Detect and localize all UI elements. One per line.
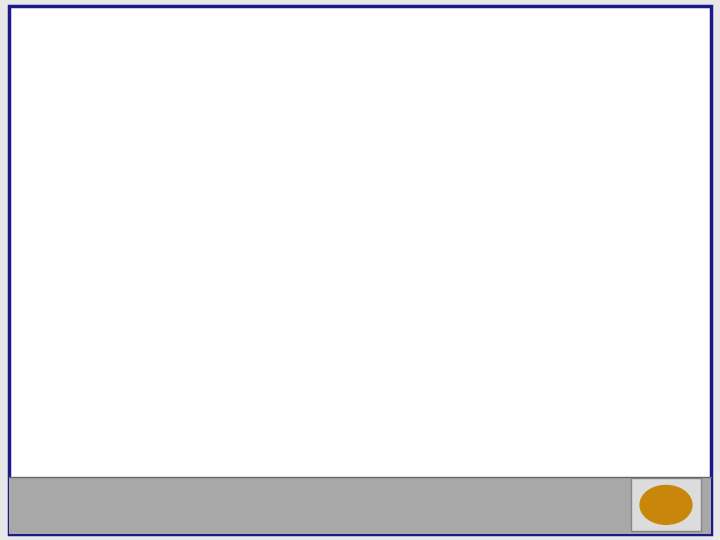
Text: not  discuss  them  in  any  significant  detail.   Temporal: not discuss them in any significant deta… [171,348,613,365]
Text: other  words,  within  a  relation  and  within  a  single  tuple: other words, within a relation and withi… [171,212,645,229]
Text: model in which N1NF relations are utilized.  For the most: model in which N1NF relations are utiliz… [171,292,622,309]
Text: •: • [132,156,143,176]
Text: which one or more of the attributes are non-atomic.  In: which one or more of the attributes are … [171,184,601,201]
Text: Non-first  normal  form  relation  are  those  relations  in: Non-first normal form relation are those… [171,156,613,173]
Text: •: • [132,265,143,284]
Text: databases fall into the N1NF category.: databases fall into the N1NF category. [171,404,472,421]
Text: There  are  several  important  extensions  to  the  relational: There are several important extensions t… [171,265,642,281]
Text: there is a multi-valued attribute.: there is a multi-valued attribute. [171,240,425,257]
Text: relational  databases  and  certain  categories  of  spatial: relational databases and certain categor… [171,376,614,393]
Text: Dr.: Dr. [559,448,578,461]
Text: COP 4710: Database Systems  (Chapter 19): COP 4710: Database Systems (Chapter 19) [112,448,418,461]
Text: Page 88: Page 88 [341,448,397,461]
Text: Non-First Normal Form (N1NF): Non-First Normal Form (N1NF) [122,96,616,127]
Text: part these go beyond the scope of this course and we will: part these go beyond the scope of this c… [171,320,620,337]
